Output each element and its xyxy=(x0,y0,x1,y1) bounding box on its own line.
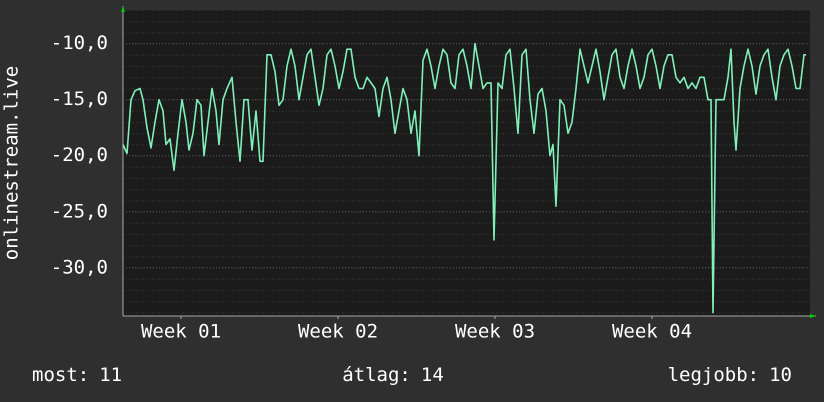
x-tick-label: Week 01 xyxy=(141,321,221,343)
stat-label: átlag: xyxy=(342,364,411,386)
y-tick-label: -25,0 xyxy=(51,200,108,222)
stat-label: most: xyxy=(32,364,89,386)
y-axis-label: onlinestream.live xyxy=(1,66,23,260)
stat-value: 10 xyxy=(769,364,792,386)
x-tick-label: Week 03 xyxy=(455,321,535,343)
stat-value: 14 xyxy=(421,364,444,386)
stat: legjobb: 10 xyxy=(668,364,792,386)
axes xyxy=(122,6,816,317)
y-tick-label: -15,0 xyxy=(51,88,108,110)
plot-area xyxy=(123,10,810,316)
stat-value: 11 xyxy=(99,364,122,386)
x-tick-label: Week 02 xyxy=(298,321,378,343)
y-tick-label: -10,0 xyxy=(51,32,108,54)
stat-label: legjobb: xyxy=(668,364,760,386)
x-tick-label: Week 04 xyxy=(612,321,692,343)
stat: most: 11 xyxy=(32,364,122,386)
y-tick-label: -20,0 xyxy=(51,144,108,166)
stat: átlag: 14 xyxy=(342,364,444,386)
data-line xyxy=(122,42,806,314)
y-tick-label: -30,0 xyxy=(51,256,108,278)
